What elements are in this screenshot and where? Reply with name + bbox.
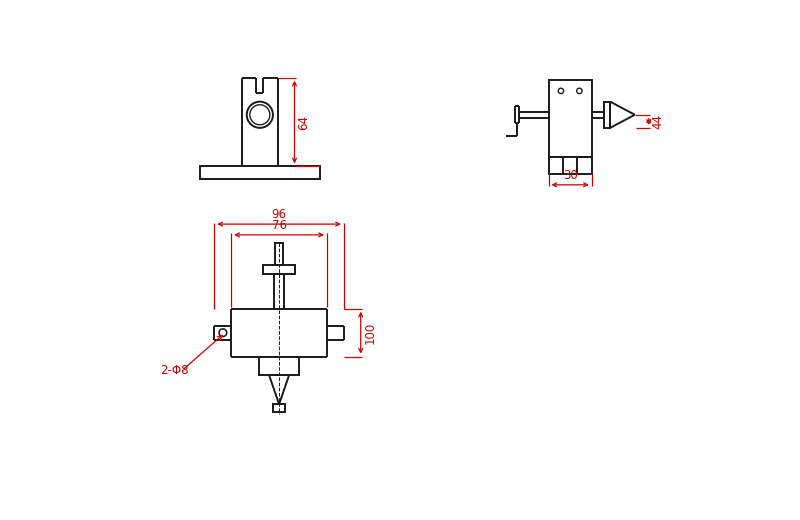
- Text: 100: 100: [364, 321, 377, 344]
- Text: 76: 76: [272, 219, 286, 232]
- Bar: [274, 274, 284, 309]
- Text: 30: 30: [562, 169, 578, 182]
- Text: 44: 44: [652, 114, 665, 129]
- Text: 2-Φ8: 2-Φ8: [161, 364, 189, 377]
- Bar: [604, 102, 610, 128]
- Bar: [549, 80, 592, 157]
- Bar: [549, 157, 592, 174]
- Bar: [200, 166, 319, 179]
- Bar: [273, 404, 286, 412]
- Bar: [275, 243, 283, 265]
- Bar: [263, 265, 295, 274]
- Text: 64: 64: [298, 114, 310, 129]
- Text: 96: 96: [272, 208, 286, 221]
- Bar: [259, 357, 299, 375]
